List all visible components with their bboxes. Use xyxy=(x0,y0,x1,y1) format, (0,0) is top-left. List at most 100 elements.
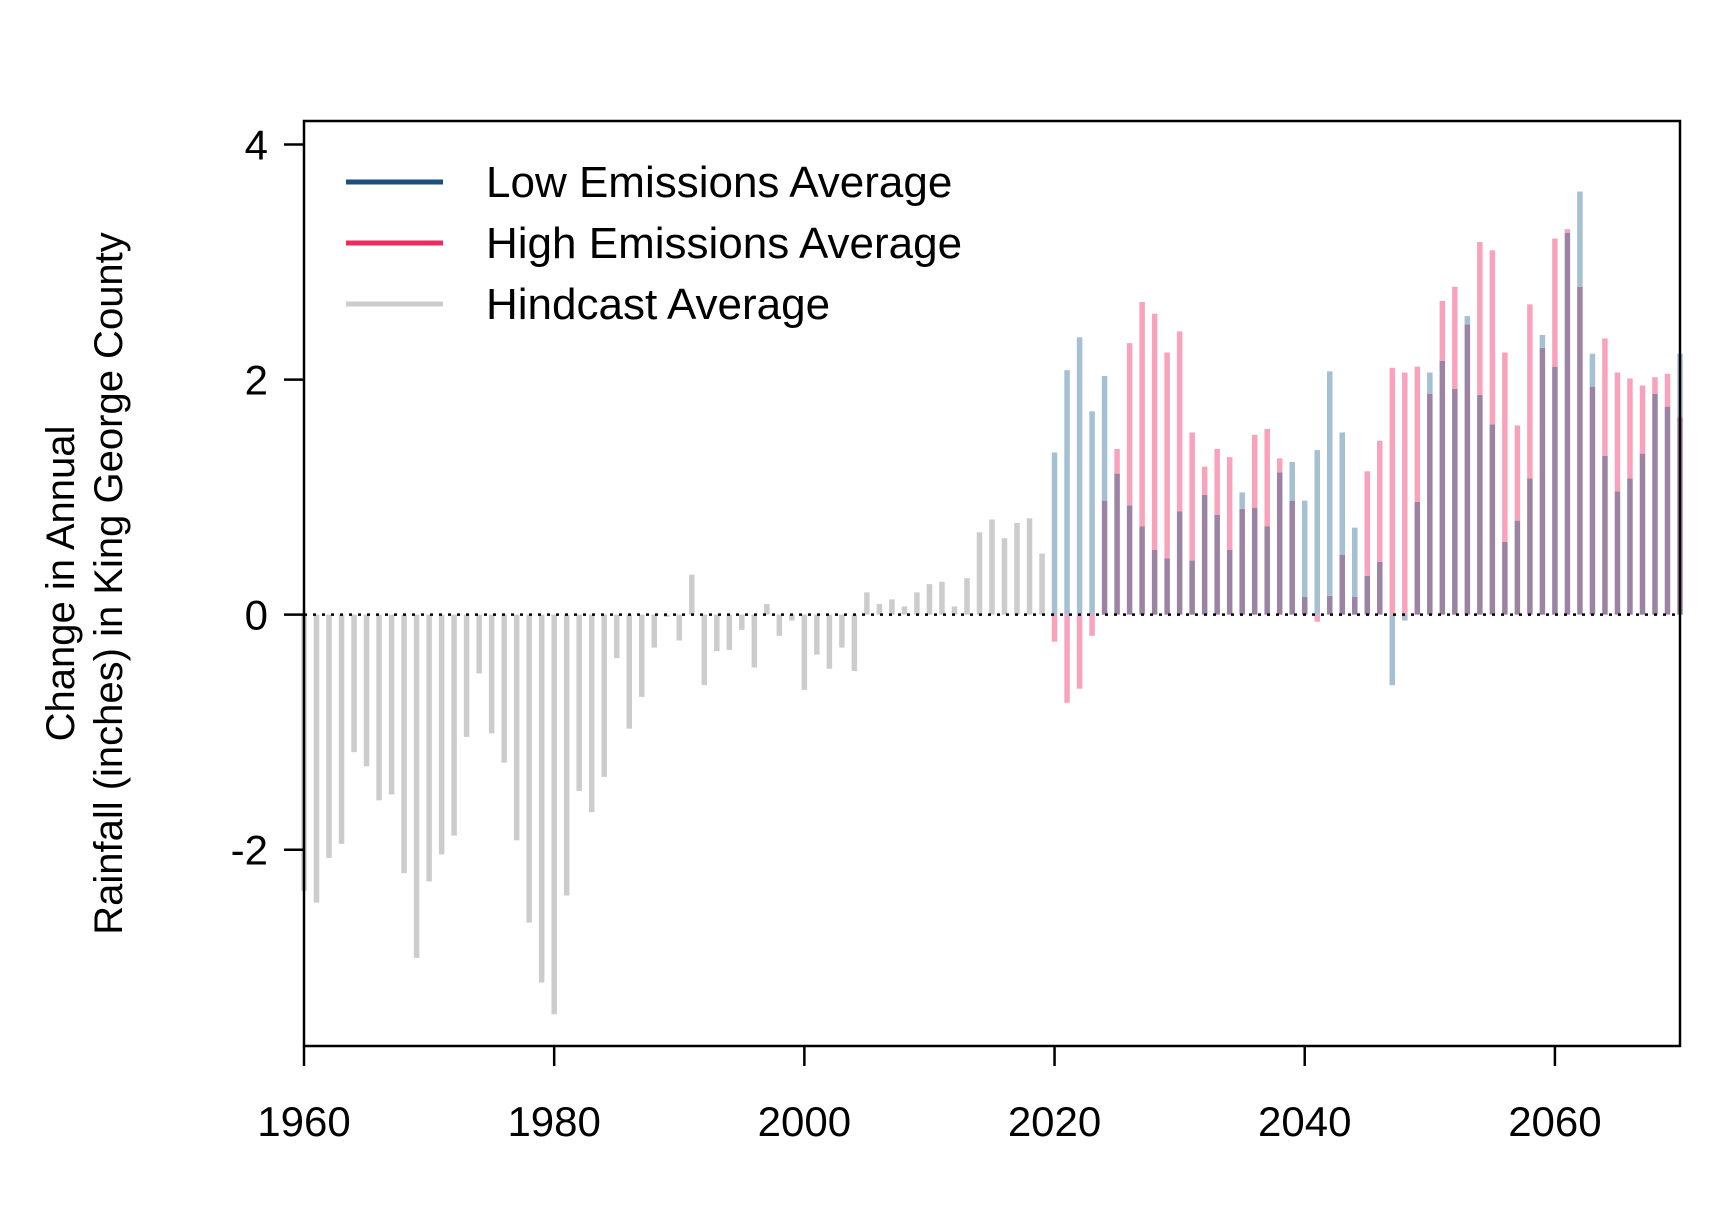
hindcast-bar-2013 xyxy=(964,578,970,615)
low-emissions-bar-2035 xyxy=(1239,492,1245,509)
hindcast-bar-1977 xyxy=(513,614,520,841)
overlap-bar-2054 xyxy=(1477,394,1483,615)
overlap-bar-2027 xyxy=(1139,526,1145,615)
low-emissions-bar-2059 xyxy=(1539,334,1546,348)
legend: Low Emissions Average High Emissions Aver… xyxy=(346,158,962,329)
high-emissions-bar-2038 xyxy=(1276,458,1283,473)
overlap-bar-2052 xyxy=(1452,388,1458,615)
hindcast-bar-1963 xyxy=(338,614,345,844)
high-emissions-bar-2046 xyxy=(1377,440,1383,562)
hindcast-bar-2004 xyxy=(851,614,858,672)
high-emissions-bar-2034 xyxy=(1226,457,1233,551)
hindcast-bar-1988 xyxy=(651,614,658,648)
high-emissions-bar-2060 xyxy=(1552,238,1558,367)
x-tick-label-2000: 2000 xyxy=(758,1098,851,1145)
hindcast-bar-2019 xyxy=(1039,553,1045,615)
y-tick-label--2: -2 xyxy=(231,827,268,874)
overlap-bar-2055 xyxy=(1489,424,1496,615)
high-emissions-bar-2041 xyxy=(1314,614,1320,622)
overlap-bar-2064 xyxy=(1602,455,1608,615)
hindcast-bar-2017 xyxy=(1014,522,1020,615)
hindcast-bar-2000 xyxy=(801,614,808,690)
hindcast-bar-2011 xyxy=(939,581,945,615)
low-emissions-bar-2050 xyxy=(1427,372,1433,394)
low-emissions-bar-2047 xyxy=(1389,614,1396,686)
hindcast-bar-1992 xyxy=(701,614,708,686)
high-emissions-bar-2023 xyxy=(1089,614,1095,636)
low-emissions-bar-2022 xyxy=(1076,337,1083,615)
high-emissions-bar-2057 xyxy=(1514,425,1521,521)
high-emissions-bar-2064 xyxy=(1602,338,1608,456)
hindcast-bar-2001 xyxy=(814,614,820,655)
high-emissions-bar-2026 xyxy=(1126,343,1133,506)
legend-label-low: Low Emissions Average xyxy=(486,158,952,207)
hindcast-bar-2015 xyxy=(989,519,995,615)
hindcast-bar-1962 xyxy=(326,614,332,858)
low-emissions-bar-2023 xyxy=(1089,411,1095,615)
overlap-bar-2038 xyxy=(1276,472,1283,615)
overlap-bar-2024 xyxy=(1101,500,1108,615)
hindcast-bar-1994 xyxy=(726,614,733,650)
hindcast-bar-1971 xyxy=(438,614,445,855)
high-emissions-bar-2051 xyxy=(1439,300,1446,361)
hindcast-bar-1983 xyxy=(588,614,595,813)
hindcast-bar-1973 xyxy=(463,614,470,737)
high-emissions-bar-2027 xyxy=(1139,302,1145,527)
hindcast-bar-2003 xyxy=(839,614,845,648)
hindcast-bar-1996 xyxy=(751,614,758,668)
overlap-bar-2044 xyxy=(1352,597,1358,615)
x-tick-label-1980: 1980 xyxy=(507,1098,600,1145)
hindcast-bar-1984 xyxy=(601,614,607,777)
overlap-bar-2025 xyxy=(1114,473,1120,615)
overlap-bar-2039 xyxy=(1289,500,1295,615)
hindcast-bar-2007 xyxy=(889,599,895,615)
hindcast-bar-1993 xyxy=(714,614,720,652)
high-emissions-bar-2028 xyxy=(1151,313,1158,551)
high-emissions-bar-2036 xyxy=(1251,434,1258,508)
overlap-bar-2063 xyxy=(1589,386,1596,615)
low-emissions-bar-2044 xyxy=(1352,527,1358,598)
overlap-bar-2040 xyxy=(1301,597,1308,615)
hindcast-bar-1991 xyxy=(689,574,695,615)
high-emissions-bar-2032 xyxy=(1201,466,1208,495)
low-emissions-bar-2053 xyxy=(1464,316,1471,325)
hindcast-bar-1997 xyxy=(764,604,770,615)
hindcast-bar-2006 xyxy=(876,604,883,615)
low-emissions-bar-2039 xyxy=(1289,461,1295,501)
high-emissions-bar-2058 xyxy=(1527,304,1533,479)
high-emissions-bar-2029 xyxy=(1164,352,1170,559)
hindcast-bar-1986 xyxy=(626,614,632,729)
overlap-bar-2060 xyxy=(1552,366,1558,615)
hindcast-bar-1968 xyxy=(401,614,407,874)
hindcast-bar-2012 xyxy=(951,606,958,615)
low-emissions-bar-2040 xyxy=(1301,500,1308,598)
overlap-bar-2037 xyxy=(1264,526,1270,615)
low-emissions-bar-2024 xyxy=(1101,376,1108,501)
high-emissions-bar-2067 xyxy=(1639,385,1646,454)
y-tick-label-4: 4 xyxy=(245,122,268,169)
overlap-bar-2067 xyxy=(1639,453,1646,615)
high-emissions-bar-2037 xyxy=(1264,428,1270,527)
high-emissions-bar-2020 xyxy=(1051,614,1058,642)
hindcast-bar-2009 xyxy=(914,592,920,615)
overlap-bar-2069 xyxy=(1664,406,1671,615)
low-emissions-bar-2048 xyxy=(1402,614,1408,621)
x-tick-label-2020: 2020 xyxy=(1008,1098,1101,1145)
high-emissions-bar-2048 xyxy=(1402,372,1408,615)
y-tick-label-2: 2 xyxy=(245,357,268,404)
overlap-bar-2029 xyxy=(1164,558,1170,615)
low-emissions-bar-2043 xyxy=(1339,432,1346,555)
overlap-bar-2066 xyxy=(1627,478,1633,615)
overlap-bar-2062 xyxy=(1577,286,1583,615)
high-emissions-bar-2065 xyxy=(1614,372,1621,492)
overlap-bar-2031 xyxy=(1189,560,1195,615)
high-emissions-bar-2056 xyxy=(1502,352,1508,542)
x-tick-label-2040: 2040 xyxy=(1258,1098,1351,1145)
hindcast-bar-2008 xyxy=(901,606,908,615)
high-emissions-bar-2068 xyxy=(1652,377,1658,394)
hindcast-bar-1981 xyxy=(563,614,570,896)
overlap-bar-2033 xyxy=(1214,514,1220,615)
overlap-bar-2058 xyxy=(1527,478,1533,615)
hindcast-bar-1969 xyxy=(413,614,420,958)
hindcast-bar-1964 xyxy=(351,614,357,753)
